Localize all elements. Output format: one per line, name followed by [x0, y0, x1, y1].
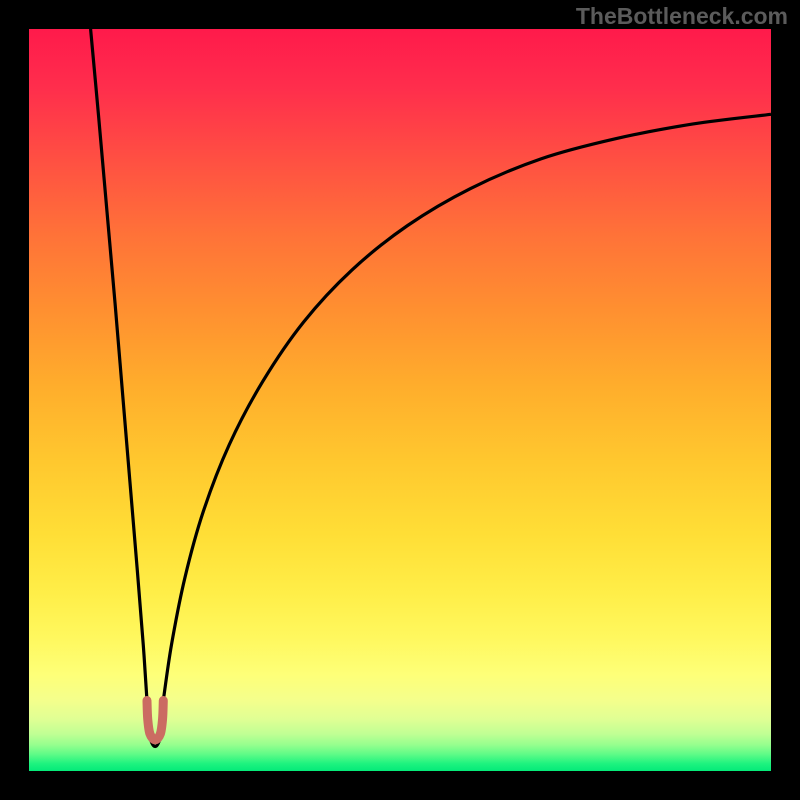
bottleneck-chart [0, 0, 800, 800]
plot-background [29, 29, 771, 771]
chart-stage: TheBottleneck.com [0, 0, 800, 800]
